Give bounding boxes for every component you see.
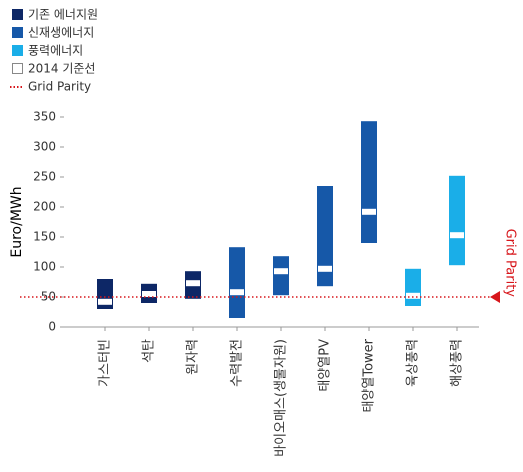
legend-label: 기존 에너지원 <box>28 8 98 22</box>
baseline-marker <box>362 208 376 215</box>
y-tick-label: 100 <box>33 260 56 274</box>
legend-swatch <box>12 9 23 20</box>
legend-label: 신재생에너지 <box>28 26 94 40</box>
baseline-marker <box>406 292 420 299</box>
x-tick-label: 원자력 <box>186 339 201 375</box>
y-axis-title: Euro/MWh <box>9 186 25 257</box>
x-tick-label: 가스터빈 <box>98 339 113 387</box>
range-bar <box>317 186 333 287</box>
y-tick-label: 350 <box>33 110 56 124</box>
y-tick-label: 200 <box>33 200 56 214</box>
x-tick-label: 육상풍력 <box>406 339 421 387</box>
reference-label: Grid Parity <box>503 229 518 298</box>
baseline-marker <box>98 298 112 305</box>
x-tick-label: 해상풍력 <box>450 339 465 387</box>
range-bar <box>229 247 245 318</box>
y-tick-label: 150 <box>33 230 56 244</box>
baseline-marker <box>450 232 464 239</box>
y-tick-label: 300 <box>33 140 56 154</box>
reference-arrow <box>490 291 500 303</box>
range-bar <box>273 256 289 296</box>
baseline-marker <box>186 280 200 287</box>
legend-label: 풍력에너지 <box>28 44 83 58</box>
range-bar <box>405 268 421 306</box>
x-tick-label: 바이오매스(생물자원) <box>274 339 289 457</box>
y-tick-label: 0 <box>48 320 56 334</box>
legend-swatch <box>12 63 23 74</box>
range-bar <box>361 121 377 243</box>
x-tick-label: 수력발전 <box>230 339 245 387</box>
baseline-marker <box>274 268 288 275</box>
x-tick-label: 태양열PV <box>318 339 333 392</box>
legend-label: Grid Parity <box>28 80 91 94</box>
baseline-marker <box>142 291 156 297</box>
baseline-marker <box>230 289 244 296</box>
x-tick-label: 석탄 <box>142 339 157 363</box>
legend-swatch <box>12 45 23 56</box>
y-tick-label: 250 <box>33 170 56 184</box>
baseline-marker <box>318 265 332 272</box>
x-tick-label: 태양열Tower <box>362 338 377 412</box>
legend-label: 2014 기준선 <box>28 62 95 76</box>
range-bar <box>449 175 465 266</box>
legend-swatch <box>12 27 23 38</box>
